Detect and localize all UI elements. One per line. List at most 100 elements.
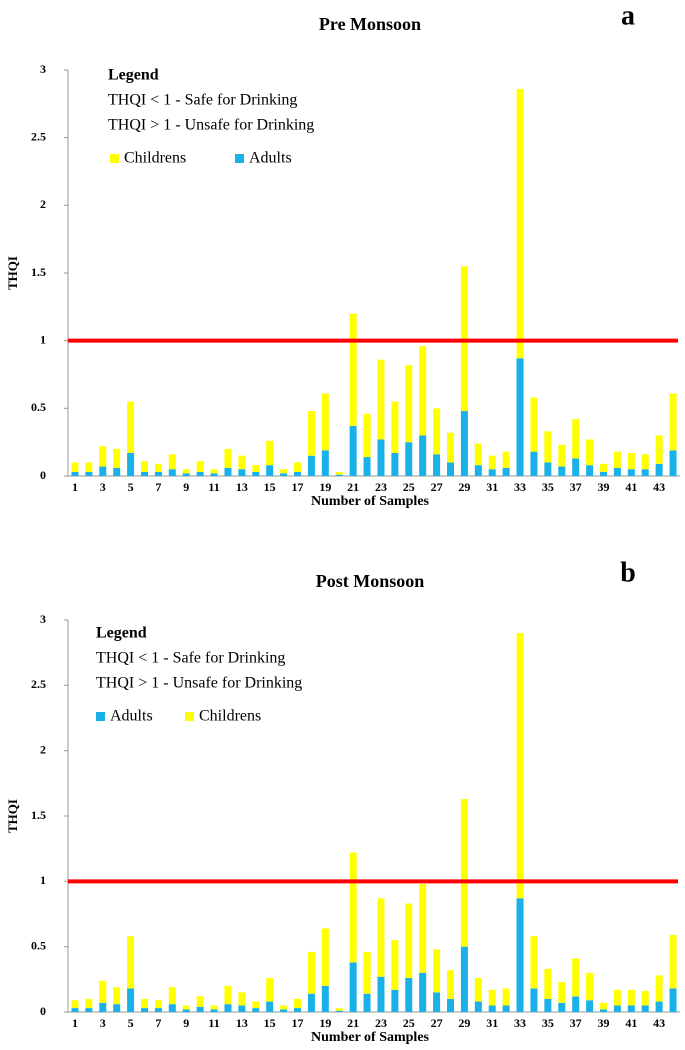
x-tick-label: 39 xyxy=(598,1016,610,1030)
bar-segment xyxy=(613,451,621,468)
bar-segment xyxy=(85,462,93,472)
x-tick-label: 27 xyxy=(431,1016,443,1030)
bar-segment xyxy=(447,462,454,476)
bar-segment xyxy=(363,993,371,1012)
x-tick-label: 43 xyxy=(653,1016,665,1030)
bar-segment xyxy=(586,439,594,466)
bar-segment xyxy=(294,462,301,472)
bar-segment xyxy=(238,1005,246,1012)
bar-segment xyxy=(391,452,399,476)
bar-segment xyxy=(252,1001,260,1009)
x-tick-label: 43 xyxy=(653,480,665,494)
x-tick-label: 1 xyxy=(72,480,78,494)
legend-swatch xyxy=(235,154,244,163)
bar-segment xyxy=(168,1004,176,1012)
bar-segment xyxy=(474,1001,482,1012)
bar-segment xyxy=(71,1000,79,1009)
bar-segment xyxy=(321,450,329,476)
bar-segment xyxy=(113,987,121,1005)
bar-segment xyxy=(182,469,190,474)
bar-segment xyxy=(224,467,232,476)
x-tick-label: 33 xyxy=(514,1016,526,1030)
bar-segment xyxy=(586,1000,594,1012)
bar-segment xyxy=(141,471,148,476)
bar-segment xyxy=(516,358,524,476)
bar-segment xyxy=(474,443,482,466)
y-tick-label: 1 xyxy=(40,873,46,887)
x-tick-label: 25 xyxy=(403,480,415,494)
bar-segment xyxy=(99,980,107,1003)
bar-segment xyxy=(335,474,343,476)
bar-segment xyxy=(210,1005,218,1010)
bar-segment xyxy=(544,431,552,463)
bar-segment xyxy=(252,471,260,476)
bar-segment xyxy=(252,465,260,472)
bar-segment xyxy=(641,1005,649,1012)
bar-segment xyxy=(627,1005,635,1012)
x-axis-label: Number of Samples xyxy=(311,494,430,509)
x-tick-label: 3 xyxy=(100,1016,106,1030)
bar-segment xyxy=(377,359,385,440)
y-tick-label: 0 xyxy=(40,1004,46,1018)
bar-segment xyxy=(516,633,524,899)
bar-segment xyxy=(433,408,441,455)
bar-segment xyxy=(127,401,135,453)
bar-segment xyxy=(447,432,454,463)
bar-segment xyxy=(572,996,580,1012)
bar-segment xyxy=(238,455,246,470)
x-tick-label: 7 xyxy=(155,1016,161,1030)
bar-segment xyxy=(349,425,357,476)
bar-segment xyxy=(196,1006,204,1012)
bar-segment xyxy=(641,991,649,1006)
bar-segment xyxy=(321,928,329,986)
annotation: THQI > 1 - Unsafe for Drinking xyxy=(108,117,314,134)
bar-segment xyxy=(335,471,343,475)
bar-segment xyxy=(502,1005,510,1012)
y-tick-label: 0 xyxy=(40,468,46,482)
x-tick-label: 31 xyxy=(486,1016,498,1030)
bar-segment xyxy=(600,463,607,472)
bar-segment xyxy=(168,454,176,470)
x-tick-label: 5 xyxy=(128,480,134,494)
y-tick-label: 3 xyxy=(40,612,46,626)
bar-segment xyxy=(600,471,607,476)
bar-segment xyxy=(113,448,121,468)
bar-segment xyxy=(488,455,496,470)
bar-segment xyxy=(307,411,315,456)
bar-segment xyxy=(669,988,677,1012)
bar-segment xyxy=(488,989,496,1006)
bar-segment xyxy=(141,998,148,1009)
bar-segment xyxy=(460,266,468,412)
bar-segment xyxy=(363,457,371,476)
bar-segment xyxy=(294,1008,301,1012)
bar-segment xyxy=(572,419,580,459)
bar-segment xyxy=(280,469,288,474)
bar-segment xyxy=(544,998,552,1012)
x-tick-label: 29 xyxy=(458,1016,470,1030)
bar-segment xyxy=(419,435,427,476)
x-tick-label: 7 xyxy=(155,480,161,494)
x-tick-label: 1 xyxy=(72,1016,78,1030)
bar-segment xyxy=(586,465,594,476)
bar-segment xyxy=(600,1002,607,1010)
bar-segment xyxy=(655,975,663,1002)
legend-swatch xyxy=(96,712,105,721)
x-tick-label: 11 xyxy=(208,1016,219,1030)
bar-segment xyxy=(474,978,482,1002)
bar-segment xyxy=(641,469,649,476)
x-tick-label: 9 xyxy=(183,1016,189,1030)
bar-segment xyxy=(530,451,538,476)
annotation: THQI < 1 - Safe for Drinking xyxy=(96,650,285,667)
annotation: THQI < 1 - Safe for Drinking xyxy=(108,92,297,109)
bar-segment xyxy=(224,985,232,1005)
bar-segment xyxy=(71,1008,79,1012)
bar-segment xyxy=(307,455,315,476)
bar-segment xyxy=(669,450,677,476)
bar-segment xyxy=(196,471,204,476)
y-tick-label: 1.5 xyxy=(31,265,46,279)
bar-segment xyxy=(85,1008,93,1012)
bar-segment xyxy=(655,435,663,464)
x-tick-label: 19 xyxy=(319,480,331,494)
y-tick-label: 0.5 xyxy=(31,400,46,414)
